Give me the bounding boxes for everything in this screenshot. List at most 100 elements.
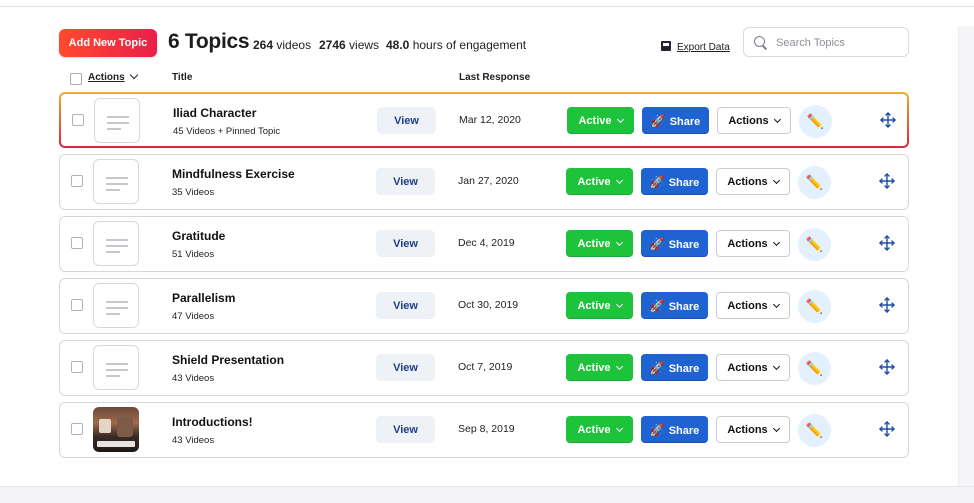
rocket-icon: 🚀 [649, 174, 665, 189]
pencil-icon: ✏️ [805, 360, 824, 376]
row-checkbox[interactable] [72, 114, 84, 126]
status-dropdown[interactable]: Active [566, 230, 633, 257]
pencil-icon: ✏️ [805, 174, 824, 190]
right-scroll-area [958, 26, 974, 502]
edit-pencil-button[interactable]: ✏️ [798, 228, 831, 261]
topic-title[interactable]: Parallelism [172, 291, 236, 305]
topic-row[interactable]: Mindfulness Exercise 35 Videos View Jan 27,… [59, 154, 909, 210]
row-checkbox[interactable] [71, 423, 83, 435]
chevron-down-icon [772, 176, 780, 184]
chevron-down-icon [616, 115, 624, 123]
rocket-icon: 🚀 [649, 360, 665, 375]
topic-video-count: 47 Videos [172, 311, 215, 322]
pencil-icon: ✏️ [805, 298, 824, 314]
topic-thumbnail-image [93, 407, 139, 452]
bottom-edge [0, 486, 974, 503]
rocket-icon: 🚀 [649, 298, 665, 313]
row-checkbox[interactable] [71, 299, 83, 311]
view-button[interactable]: View [376, 292, 435, 319]
share-button[interactable]: 🚀 Share [641, 230, 708, 257]
move-icon[interactable] [879, 235, 895, 251]
share-button[interactable]: 🚀 Share [641, 416, 708, 443]
topic-row[interactable]: Introductions! 43 Videos View Sep 8, 2019 Ac… [59, 402, 909, 458]
edit-pencil-button[interactable]: ✏️ [798, 352, 831, 385]
row-checkbox[interactable] [71, 361, 83, 373]
view-button[interactable]: View [376, 168, 435, 195]
topic-title[interactable]: Introductions! [172, 415, 253, 429]
bulk-actions-dropdown[interactable]: Actions [88, 70, 138, 83]
edit-pencil-button[interactable]: ✏️ [798, 414, 831, 447]
edit-pencil-button[interactable]: ✏️ [799, 105, 832, 138]
chevron-down-icon [772, 362, 780, 370]
row-actions-dropdown[interactable]: Actions [716, 230, 790, 257]
row-actions-dropdown[interactable]: Actions [716, 292, 790, 319]
page-title: 6 Topics [168, 30, 250, 53]
status-dropdown[interactable]: Active [566, 354, 633, 381]
topic-row[interactable]: Gratitude 51 Videos View Dec 4, 2019 Active 🚀… [59, 216, 909, 272]
topic-video-count: 43 Videos [172, 435, 215, 446]
share-button[interactable]: 🚀 Share [641, 168, 708, 195]
search-input[interactable] [774, 33, 903, 53]
row-actions-dropdown[interactable]: Actions [717, 107, 791, 134]
share-button[interactable]: 🚀 Share [641, 354, 708, 381]
floppy-disk-icon [661, 41, 671, 51]
row-actions-dropdown[interactable]: Actions [716, 168, 790, 195]
edit-pencil-button[interactable]: ✏️ [798, 290, 831, 323]
chevron-down-icon [615, 362, 623, 370]
chevron-down-icon [772, 300, 780, 308]
topic-row[interactable]: Parallelism 47 Videos View Oct 30, 2019 Acti… [59, 278, 909, 334]
topic-thumbnail-placeholder-icon [94, 98, 140, 143]
row-checkbox[interactable] [71, 237, 83, 249]
pencil-icon: ✏️ [805, 422, 824, 438]
view-button[interactable]: View [377, 107, 436, 134]
share-button[interactable]: 🚀 Share [641, 292, 708, 319]
topic-video-count: 51 Videos [172, 249, 215, 260]
edit-pencil-button[interactable]: ✏️ [798, 166, 831, 199]
status-dropdown[interactable]: Active [567, 107, 634, 134]
chevron-down-icon [772, 238, 780, 246]
chevron-down-icon [615, 238, 623, 246]
row-checkbox[interactable] [71, 175, 83, 187]
pencil-icon: ✏️ [806, 113, 825, 129]
stat-engagement: 48.0 hours of engagement [386, 38, 527, 52]
status-dropdown[interactable]: Active [566, 292, 633, 319]
status-dropdown[interactable]: Active [566, 168, 633, 195]
rocket-icon: 🚀 [650, 113, 666, 128]
topic-video-count: 45 Videos + Pinned Topic [173, 126, 281, 137]
export-data-link[interactable]: Export Data [661, 41, 730, 53]
move-icon[interactable] [880, 112, 896, 128]
last-response-date: Mar 12, 2020 [459, 114, 521, 126]
row-actions-dropdown[interactable]: Actions [716, 354, 790, 381]
topic-row[interactable]: Iliad Character 45 Videos + Pinned Topic V… [59, 92, 909, 148]
topic-title[interactable]: Mindfulness Exercise [172, 167, 295, 181]
status-dropdown[interactable]: Active [566, 416, 633, 443]
last-response-date: Jan 27, 2020 [458, 175, 519, 187]
row-actions-dropdown[interactable]: Actions [716, 416, 790, 443]
top-border [0, 0, 974, 7]
topic-video-count: 35 Videos [172, 187, 215, 198]
view-button[interactable]: View [376, 354, 435, 381]
share-button[interactable]: 🚀 Share [642, 107, 709, 134]
last-response-date: Sep 8, 2019 [458, 423, 515, 435]
pencil-icon: ✏️ [805, 236, 824, 252]
select-all-checkbox[interactable] [70, 73, 82, 85]
chevron-down-icon [129, 70, 138, 80]
topic-thumbnail-placeholder-icon [93, 159, 139, 204]
rocket-icon: 🚀 [649, 236, 665, 251]
topic-title[interactable]: Shield Presentation [172, 353, 285, 367]
topic-title[interactable]: Iliad Character [173, 106, 257, 120]
view-button[interactable]: View [376, 416, 435, 443]
chevron-down-icon [615, 424, 623, 432]
view-button[interactable]: View [376, 230, 435, 257]
add-new-topic-button[interactable]: Add New Topic [59, 29, 157, 57]
move-icon[interactable] [879, 421, 895, 437]
search-box[interactable] [743, 27, 909, 57]
topic-title[interactable]: Gratitude [172, 229, 226, 243]
move-icon[interactable] [879, 173, 895, 189]
topic-row[interactable]: Shield Presentation 43 Videos View Oct 7, 2… [59, 340, 909, 396]
topic-thumbnail-placeholder-icon [93, 283, 139, 328]
chevron-down-icon [615, 300, 623, 308]
move-icon[interactable] [879, 359, 895, 375]
topic-thumbnail-placeholder-icon [93, 345, 139, 390]
move-icon[interactable] [879, 297, 895, 313]
